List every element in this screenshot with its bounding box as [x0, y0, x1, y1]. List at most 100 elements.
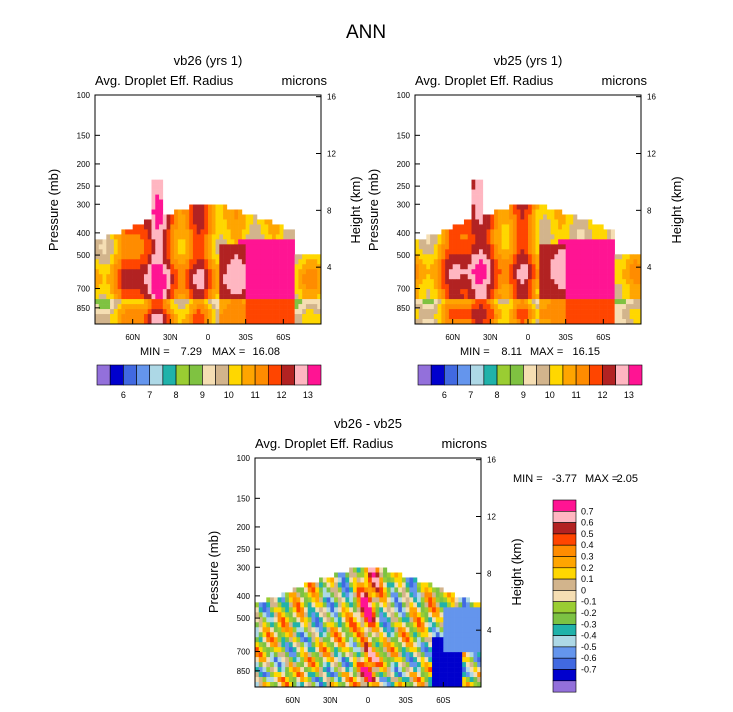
colorbar-label: 7: [468, 390, 473, 400]
contour-cell: [273, 602, 278, 608]
contour-cell: [277, 682, 282, 688]
contour-cell: [215, 249, 220, 255]
contour-cell: [475, 284, 480, 290]
contour-cell: [375, 662, 380, 668]
contour-cell: [505, 244, 510, 250]
contour-cell: [147, 254, 152, 260]
contour-cell: [356, 597, 361, 603]
contour-cell: [505, 264, 510, 270]
contour-cell: [288, 667, 293, 673]
contour-cell: [290, 269, 295, 275]
contour-cell: [162, 304, 167, 310]
contour-cell: [349, 672, 354, 678]
contour-cell: [584, 244, 589, 250]
contour-cell: [136, 284, 141, 290]
contour-cell: [334, 652, 339, 658]
contour-cell: [189, 269, 194, 275]
contour-cell: [550, 254, 555, 260]
contour-cell: [196, 269, 201, 275]
contour-cell: [430, 314, 435, 320]
contour-cell: [170, 294, 175, 300]
contour-cell: [285, 667, 290, 673]
colorbar-swatch: [552, 522, 577, 535]
contour-cell: [580, 274, 585, 280]
contour-cell: [375, 577, 380, 583]
contour-cell: [364, 682, 369, 688]
contour-cell: [341, 617, 346, 623]
contour-cell: [445, 269, 450, 275]
contour-cell: [155, 284, 160, 290]
contour-cell: [398, 642, 403, 648]
contour-cell: [319, 632, 324, 638]
contour-cell: [447, 642, 452, 648]
contour-cell: [272, 304, 277, 310]
contour-cell: [260, 249, 265, 255]
contour-cell: [394, 602, 399, 608]
contour-cell: [121, 279, 126, 285]
contour-cell: [326, 667, 331, 673]
contour-cell: [445, 299, 450, 305]
contour-cell: [535, 269, 540, 275]
contour-cell: [262, 652, 267, 658]
contour-cell: [471, 254, 476, 260]
contour-cell: [294, 309, 299, 315]
contour-cell: [305, 304, 310, 310]
contour-cell: [394, 672, 399, 678]
contour-cell: [253, 269, 258, 275]
contour-cell: [319, 667, 324, 673]
contour-cell: [110, 289, 115, 295]
contour-cell: [592, 289, 597, 295]
contour-cell: [166, 254, 171, 260]
contour-cell: [113, 284, 118, 290]
contour-cell: [292, 597, 297, 603]
contour-cell: [356, 657, 361, 663]
contour-cell: [565, 284, 570, 290]
contour-cell: [208, 234, 213, 240]
contour-cell: [296, 622, 301, 628]
contour-cell: [285, 642, 290, 648]
contour-cell: [241, 309, 246, 315]
contour-cell: [319, 642, 324, 648]
contour-cell: [550, 264, 555, 270]
contour-cell: [102, 269, 107, 275]
contour-cell: [317, 279, 322, 285]
contour-cell: [462, 602, 467, 608]
contour-cell: [266, 602, 271, 608]
contour-cell: [311, 607, 316, 613]
contour-cell: [281, 647, 286, 653]
contour-cell: [223, 209, 228, 215]
contour-cell: [475, 219, 480, 225]
contour-cell: [275, 229, 280, 235]
contour-cell: [155, 194, 160, 200]
contour-cell: [170, 249, 175, 255]
contour-cell: [238, 244, 243, 250]
contour-cell: [535, 249, 540, 255]
contour-cell: [588, 299, 593, 305]
contour-cell: [539, 249, 544, 255]
contour-cell: [528, 239, 533, 245]
contour-cell: [550, 304, 555, 310]
contour-cell: [330, 597, 335, 603]
contour-cell: [625, 274, 630, 280]
contour-cell: [303, 662, 309, 668]
contour-cell: [241, 279, 246, 285]
contour-cell: [294, 319, 299, 325]
contour-cell: [424, 632, 429, 638]
contour-cell: [528, 284, 533, 290]
contour-cell: [509, 314, 514, 320]
contour-cell: [405, 602, 410, 608]
contour-cell: [405, 612, 410, 618]
contour-cell: [147, 264, 152, 270]
contour-cell: [512, 249, 517, 255]
contour-cell: [543, 279, 548, 285]
contour-cell: [98, 259, 103, 265]
contour-cell: [302, 309, 307, 315]
contour-cell: [383, 627, 388, 633]
contour-cell: [287, 284, 292, 290]
contour-cell: [285, 612, 290, 618]
contour-cell: [462, 612, 467, 618]
contour-cell: [420, 677, 425, 683]
contour-cell: [439, 672, 444, 678]
contour-cell: [230, 224, 235, 230]
contour-cell: [450, 662, 455, 668]
